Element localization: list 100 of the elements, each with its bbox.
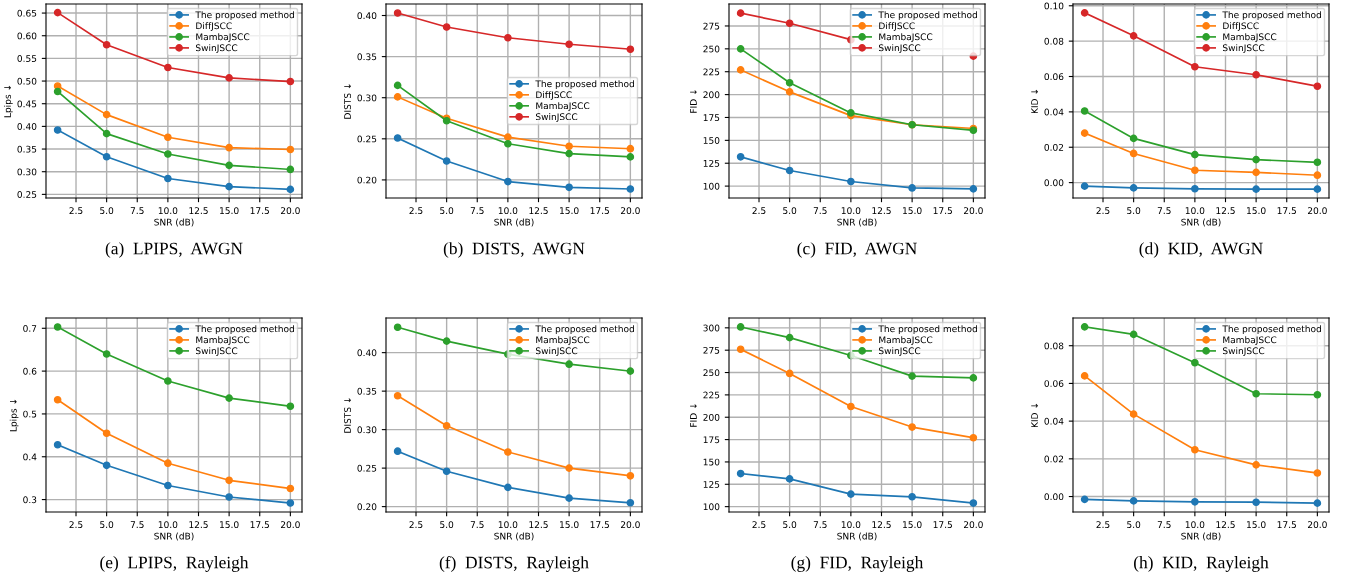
y-tick-label: 0.04: [1044, 108, 1064, 116]
x-axis-title: SNR (dB): [154, 532, 194, 541]
legend-label: SwinJSCC: [878, 347, 921, 356]
legend-label: MambaJSCC: [536, 102, 590, 111]
y-tick-label: 0.25: [357, 464, 377, 472]
y-axis-title: KID ↓: [1031, 89, 1038, 114]
x-tick-label: 15.0: [903, 207, 922, 215]
y-axis-title: DISTS ↓: [344, 84, 351, 119]
x-tick-label: 2.5: [752, 207, 766, 215]
text: (g) FID, Rayleigh: [791, 556, 924, 572]
x-axis-title: SNR (dB): [1181, 218, 1221, 227]
y-tick-label: 0.50: [17, 77, 37, 85]
legend-label: DiffJSCC: [536, 91, 572, 100]
y-tick-label: 175: [703, 436, 720, 444]
x-axis-title: SNR (dB): [837, 218, 877, 227]
legend-label: SwinJSCC: [1222, 347, 1265, 356]
y-axis-title: KID ↓: [1031, 403, 1038, 428]
y-tick-label: 0.10: [1044, 2, 1064, 10]
y-tick-label: 0.20: [357, 176, 377, 184]
legend-label: DiffJSCC: [1223, 22, 1259, 31]
y-tick-label: 0.20: [357, 503, 377, 511]
y-tick-label: 150: [703, 458, 720, 466]
legend-label: MambaJSCC: [879, 336, 933, 345]
x-tick-label: 20.0: [280, 521, 300, 529]
legend-label: MambaJSCC: [196, 336, 250, 345]
y-tick-label: 300: [703, 324, 720, 332]
y-tick-label: 0.5: [23, 410, 37, 418]
x-tick-label: 5.0: [100, 207, 114, 215]
y-tick-label: 0.02: [1044, 455, 1064, 463]
legend-label: The proposed method: [1222, 11, 1321, 20]
legend-label: SwinJSCC: [195, 44, 238, 53]
x-tick-label: 15.0: [903, 521, 922, 529]
legend-label: MambaJSCC: [1223, 33, 1277, 42]
legend-label: MambaJSCC: [879, 33, 933, 42]
y-tick-label: 200: [703, 91, 720, 99]
x-tick-label: 5.0: [440, 207, 454, 215]
x-tick-label: 5.0: [100, 521, 114, 529]
x-tick-label: 15.0: [220, 521, 239, 529]
y-tick-label: 0.04: [1044, 417, 1064, 425]
x-tick-label: 7.5: [813, 521, 827, 529]
legend-label: The proposed method: [535, 325, 634, 334]
y-tick-label: 0.3: [23, 496, 37, 504]
x-tick-label: 10.0: [1185, 521, 1205, 529]
x-tick-label: 10.0: [498, 207, 518, 215]
x-tick-label: 10.0: [158, 207, 178, 215]
legend-label: SwinJSCC: [878, 44, 921, 53]
x-tick-label: 20.0: [620, 521, 640, 529]
x-tick-label: 12.5: [1216, 207, 1235, 215]
y-tick-label: 200: [703, 413, 720, 421]
y-tick-label: 0.7: [23, 325, 37, 332]
y-tick-label: 175: [703, 114, 720, 122]
x-tick-label: 2.5: [1096, 521, 1110, 529]
y-tick-label: 0.06: [1044, 73, 1064, 81]
y-tick-label: 225: [703, 391, 720, 399]
text: (d) KID, AWGN: [1139, 242, 1263, 258]
y-tick-label: 0.40: [357, 12, 377, 20]
x-tick-label: 12.5: [1216, 521, 1235, 529]
y-tick-label: 0.35: [357, 387, 377, 395]
legend-label: DiffJSCC: [879, 22, 915, 31]
y-tick-label: 225: [703, 68, 720, 76]
y-tick-label: 250: [703, 369, 720, 377]
x-axis-title: SNR (dB): [1181, 532, 1221, 541]
x-tick-label: 10.0: [158, 521, 178, 529]
x-tick-label: 5.0: [440, 521, 454, 529]
legend-label: SwinJSCC: [535, 113, 578, 122]
y-tick-label: 100: [703, 182, 720, 190]
y-tick-label: 0.30: [17, 168, 37, 176]
legend-label: The proposed method: [878, 11, 977, 20]
y-tick-label: 0.00: [1044, 493, 1064, 501]
y-tick-label: 0.08: [1044, 37, 1064, 45]
x-tick-label: 12.5: [189, 207, 208, 215]
x-tick-label: 20.0: [1307, 207, 1327, 215]
y-tick-label: 125: [703, 481, 720, 488]
x-tick-label: 7.5: [130, 207, 144, 215]
legend-label: MambaJSCC: [196, 33, 250, 42]
x-tick-label: 7.5: [813, 207, 827, 215]
x-tick-label: 12.5: [529, 521, 548, 529]
x-tick-label: 12.5: [189, 521, 208, 529]
x-tick-label: 17.5: [250, 207, 269, 215]
x-tick-label: 5.0: [1127, 207, 1141, 215]
y-tick-label: 0.4: [23, 453, 37, 461]
x-tick-label: 17.5: [933, 207, 952, 215]
x-tick-label: 17.5: [933, 521, 952, 529]
x-axis-title: SNR (dB): [494, 218, 534, 227]
legend-label: SwinJSCC: [195, 347, 238, 356]
x-tick-label: 17.5: [250, 521, 269, 529]
y-tick-label: 275: [703, 346, 720, 354]
x-tick-label: 12.5: [872, 521, 891, 529]
legend-label: The proposed method: [195, 11, 294, 20]
x-tick-label: 15.0: [1247, 521, 1266, 529]
y-tick-label: 150: [703, 137, 720, 144]
x-tick-label: 17.5: [590, 207, 609, 215]
legend-label: MambaJSCC: [1223, 336, 1277, 345]
y-tick-label: 100: [703, 503, 720, 511]
x-tick-label: 2.5: [1096, 207, 1110, 215]
legend-label: DiffJSCC: [196, 22, 232, 31]
y-tick-label: 0.25: [357, 135, 377, 143]
text: (b) DISTS, AWGN: [443, 242, 585, 258]
x-tick-label: 2.5: [409, 207, 423, 215]
x-tick-label: 7.5: [1157, 521, 1171, 529]
